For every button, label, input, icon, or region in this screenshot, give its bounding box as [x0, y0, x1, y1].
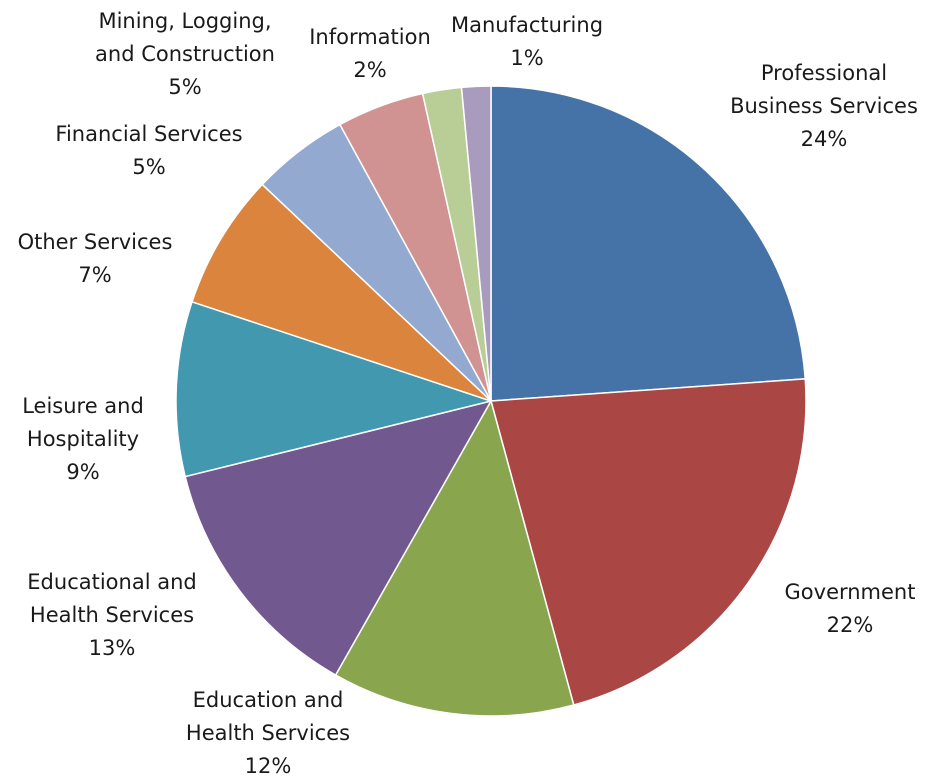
slice-name-label: and Construction: [95, 42, 275, 66]
slice-name-label: Mining, Logging,: [98, 9, 271, 33]
slice-percent-label: 9%: [66, 460, 99, 484]
slice-name-label: Other Services: [18, 230, 173, 254]
pie-slice: [184, 399, 493, 677]
slice-name-label: Health Services: [186, 721, 350, 745]
slice-name-label: Government: [785, 580, 916, 604]
slice-label: Professional Business Services 24%: [730, 61, 918, 151]
slice-name-label: Hospitality: [27, 427, 139, 451]
slice-name-label: Professional: [761, 61, 887, 85]
slice-percent-label: 12%: [245, 754, 292, 778]
slice-label: Government 22%: [785, 580, 916, 637]
slice-name-label: Manufacturing: [451, 13, 603, 37]
pie-slice: [490, 85, 807, 402]
slice-percent-label: 5%: [168, 75, 201, 99]
pie-labels: Professional Business Services 24% Governme…: [18, 9, 918, 778]
slice-name-label: Information: [309, 25, 431, 49]
slice-label: Other Services 7%: [18, 230, 173, 287]
slice-label: Leisure and Hospitality 9%: [22, 394, 144, 484]
slice-label: Information 2%: [309, 25, 431, 82]
pie-slice: [191, 183, 492, 402]
slice-percent-label: 22%: [827, 613, 874, 637]
slice-percent-label: 1%: [510, 46, 543, 70]
slice-label: Financial Services 5%: [55, 122, 242, 179]
pie-slice: [460, 85, 492, 402]
slice-name-label: Leisure and: [22, 394, 144, 418]
slice-label: Educational and Health Services 13%: [27, 570, 196, 660]
pie-slice: [490, 378, 807, 706]
slice-percent-label: 24%: [801, 127, 848, 151]
pie-slices: [175, 85, 807, 717]
slice-percent-label: 5%: [132, 155, 165, 179]
slice-percent-label: 7%: [78, 263, 111, 287]
slice-label: Manufacturing 1%: [451, 13, 603, 70]
slice-label: Education and Health Services 12%: [186, 688, 350, 778]
slice-percent-label: 2%: [353, 58, 386, 82]
slice-name-label: Health Services: [30, 603, 194, 627]
slice-label: Mining, Logging, and Construction 5%: [95, 9, 275, 99]
slice-name-label: Educational and: [27, 570, 196, 594]
slice-percent-label: 13%: [89, 636, 136, 660]
slice-name-label: Financial Services: [55, 122, 242, 146]
pie-slice: [175, 300, 494, 478]
slice-name-label: Education and: [193, 688, 344, 712]
pie-slice: [334, 399, 575, 717]
slice-name-label: Business Services: [730, 94, 918, 118]
